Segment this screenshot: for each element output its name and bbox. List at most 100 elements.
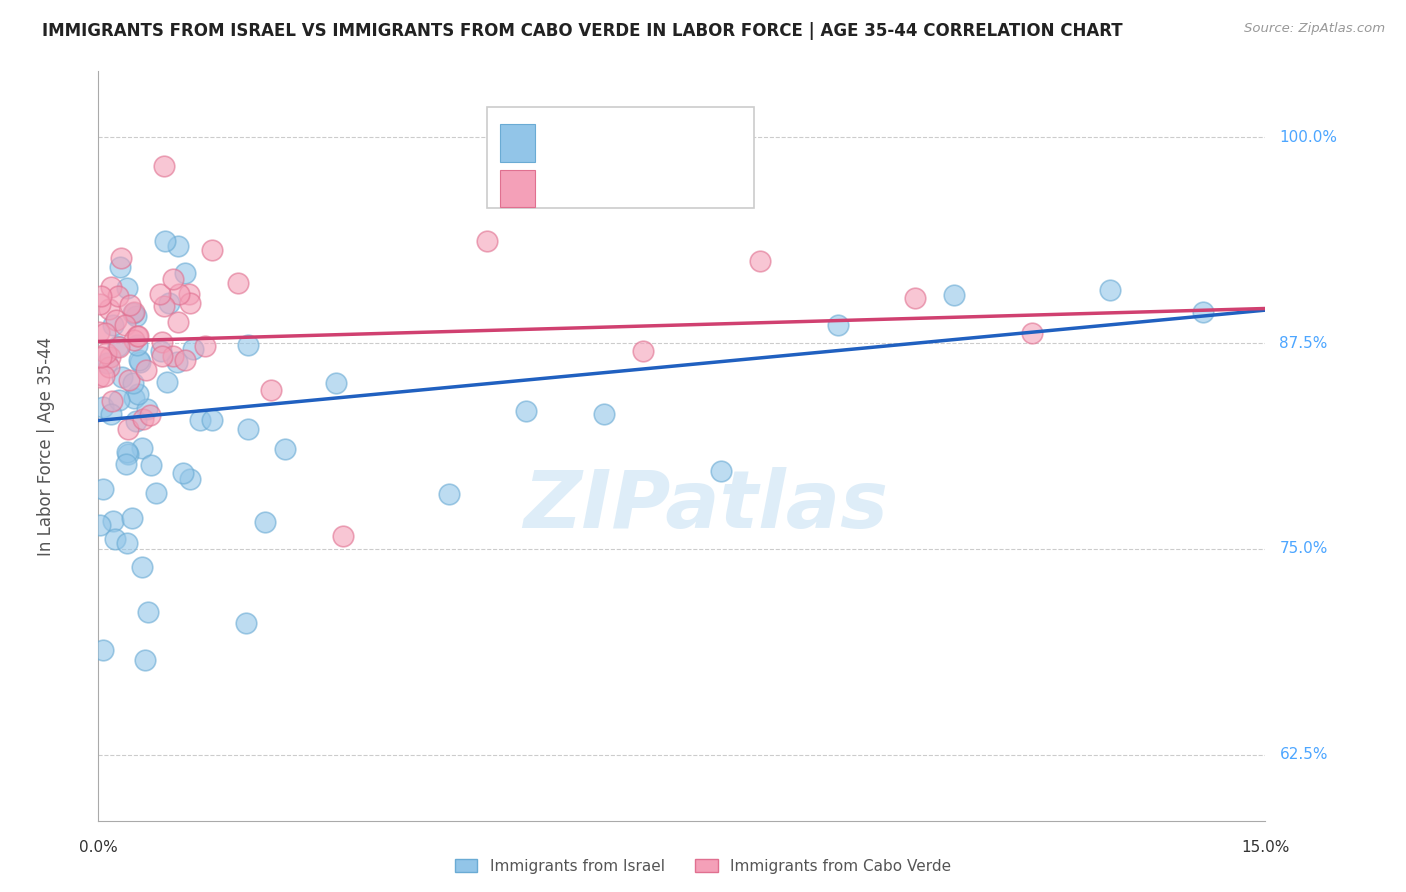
- Point: [167, 238, 190, 252]
- Point: [748, 254, 770, 268]
- Point: [631, 343, 654, 358]
- Text: N =: N =: [662, 127, 714, 145]
- Point: [111, 370, 134, 384]
- Point: [90, 289, 112, 303]
- Point: [593, 408, 616, 422]
- Point: [89, 297, 111, 311]
- Point: [253, 515, 276, 529]
- Text: 0.198: 0.198: [596, 127, 654, 145]
- Text: 50: 50: [723, 170, 748, 188]
- Point: [150, 344, 173, 359]
- Point: [131, 441, 153, 455]
- Point: [236, 338, 259, 352]
- Point: [179, 287, 201, 301]
- Point: [115, 536, 138, 550]
- Point: [107, 340, 129, 354]
- Point: [93, 369, 115, 384]
- Text: 61: 61: [723, 127, 748, 145]
- Point: [122, 305, 145, 319]
- Point: [181, 343, 204, 357]
- Point: [179, 295, 201, 310]
- Point: [274, 442, 297, 456]
- Point: [201, 243, 224, 257]
- Point: [162, 349, 184, 363]
- Point: [128, 352, 150, 367]
- Point: [179, 472, 201, 486]
- Point: [173, 267, 195, 281]
- Point: [110, 251, 132, 265]
- Point: [172, 466, 194, 480]
- Point: [114, 457, 136, 471]
- Point: [1021, 326, 1043, 340]
- Point: [89, 370, 111, 384]
- Point: [104, 532, 127, 546]
- Text: IMMIGRANTS FROM ISRAEL VS IMMIGRANTS FROM CABO VERDE IN LABOR FORCE | AGE 35-44 : IMMIGRANTS FROM ISRAEL VS IMMIGRANTS FRO…: [42, 22, 1123, 40]
- Point: [235, 616, 257, 631]
- Point: [515, 404, 537, 418]
- Point: [156, 375, 179, 389]
- Point: [167, 287, 190, 301]
- Point: [136, 605, 159, 619]
- Point: [107, 338, 129, 352]
- Point: [117, 444, 139, 458]
- Point: [122, 376, 145, 390]
- Point: [166, 355, 188, 369]
- Point: [153, 159, 176, 173]
- Point: [91, 482, 114, 496]
- Point: [121, 306, 143, 320]
- Point: [98, 359, 121, 374]
- Point: [132, 412, 155, 426]
- Point: [131, 560, 153, 574]
- Point: [173, 353, 195, 368]
- Point: [201, 413, 224, 427]
- Point: [141, 458, 163, 472]
- Point: [117, 422, 139, 436]
- Point: [139, 409, 162, 423]
- Point: [125, 337, 148, 351]
- Point: [157, 295, 180, 310]
- Text: 87.5%: 87.5%: [1279, 335, 1327, 351]
- Point: [134, 653, 156, 667]
- Point: [121, 510, 143, 524]
- Point: [194, 339, 217, 353]
- Text: 15.0%: 15.0%: [1241, 840, 1289, 855]
- Point: [145, 485, 167, 500]
- FancyBboxPatch shape: [486, 107, 754, 208]
- Point: [127, 386, 149, 401]
- Text: R =: R =: [548, 127, 586, 145]
- Point: [89, 518, 111, 533]
- Point: [129, 354, 152, 368]
- Point: [135, 362, 157, 376]
- Point: [96, 356, 118, 370]
- Point: [97, 302, 120, 317]
- Point: [114, 318, 136, 333]
- Point: [1098, 283, 1121, 297]
- Point: [115, 281, 138, 295]
- Text: 0.180: 0.180: [596, 170, 654, 188]
- Point: [118, 298, 141, 312]
- Point: [943, 288, 966, 302]
- Legend: Immigrants from Israel, Immigrants from Cabo Verde: Immigrants from Israel, Immigrants from …: [449, 853, 957, 880]
- Point: [101, 394, 124, 409]
- Point: [153, 299, 176, 313]
- Point: [226, 276, 249, 290]
- Text: 62.5%: 62.5%: [1279, 747, 1327, 763]
- Point: [117, 446, 139, 460]
- Point: [150, 349, 173, 363]
- Text: 100.0%: 100.0%: [1279, 129, 1337, 145]
- Point: [124, 391, 146, 405]
- Text: N =: N =: [662, 170, 714, 188]
- Text: 75.0%: 75.0%: [1279, 541, 1327, 557]
- Point: [125, 309, 148, 323]
- FancyBboxPatch shape: [501, 170, 534, 208]
- Text: In Labor Force | Age 35-44: In Labor Force | Age 35-44: [37, 336, 55, 556]
- Point: [100, 407, 122, 421]
- FancyBboxPatch shape: [501, 124, 534, 161]
- Text: R =: R =: [548, 170, 586, 188]
- Point: [91, 401, 114, 415]
- Point: [1192, 305, 1215, 319]
- Point: [98, 350, 121, 364]
- Point: [904, 291, 927, 305]
- Point: [135, 402, 157, 417]
- Point: [94, 346, 117, 360]
